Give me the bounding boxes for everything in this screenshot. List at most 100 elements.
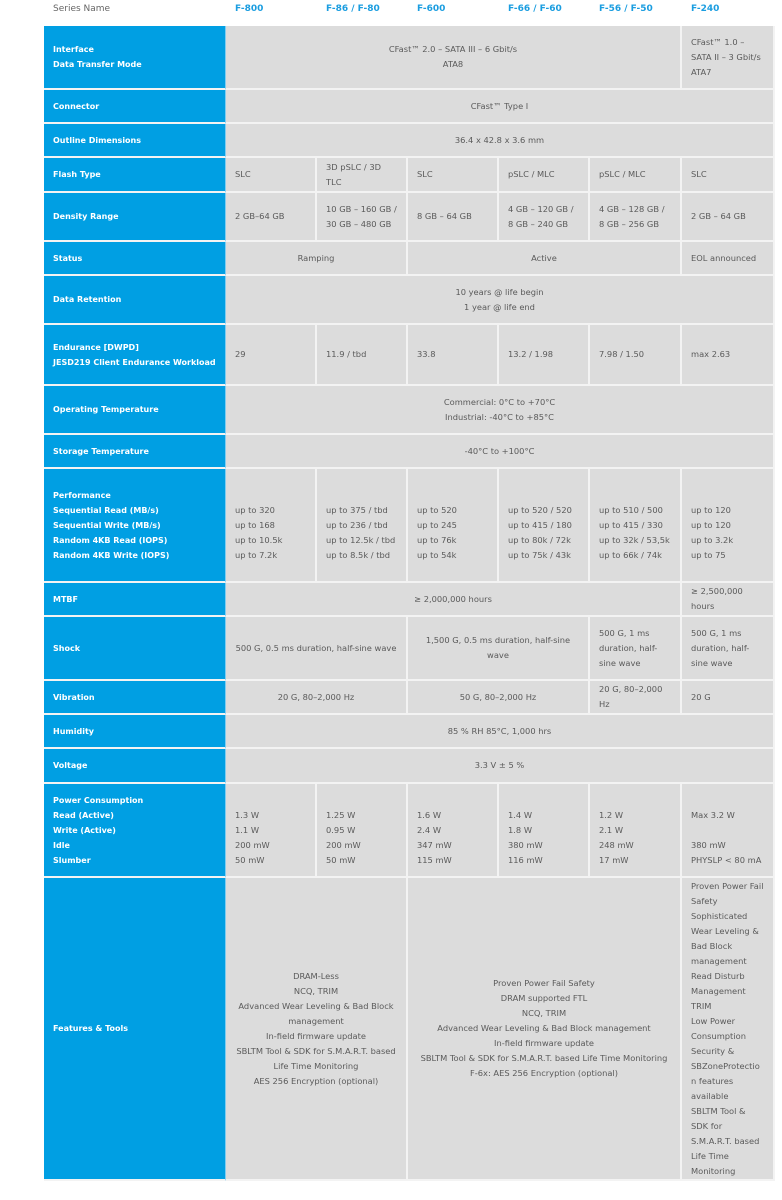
- cell-line: 2.4 W: [417, 824, 442, 835]
- spec-comparison-table: Series Name F-800 F-86 / F-80 F-600 F-66 / F…: [44, 0, 775, 1181]
- row-label-line: Shock: [53, 643, 81, 653]
- cell-line: 1.25 W: [326, 809, 356, 820]
- cell-line: 380 mW: [691, 839, 726, 850]
- row-label-line: Sequential Write (MB/s): [53, 520, 161, 530]
- cell-line: SLC: [691, 169, 707, 179]
- cell-line: 500 G, 1 ms duration, half-sine wave: [691, 627, 750, 668]
- cell-line: 30 GB – 480 GB: [326, 218, 392, 229]
- row-label-line: Data Retention: [53, 295, 122, 304]
- table-row: Outline Dimensions 36.4 x 42.8 x 3.6 mm: [44, 124, 775, 158]
- table-row: MTBF ≥ 2,000,000 hours ≥ 2,500,000 hours: [44, 583, 775, 617]
- cell-line: 17 mW: [599, 854, 629, 865]
- row-label-line: Outline Dimensions: [53, 135, 142, 145]
- cell-line: 1 year @ life end: [464, 301, 535, 312]
- cell-line: 500 G, 0.5 ms duration, half-sine wave: [235, 642, 397, 653]
- cell-line: pSLC / MLC: [508, 169, 555, 179]
- cell-line: up to 236 / tbd: [326, 519, 388, 530]
- table-row: Operating Temperature Commercial: 0°C to …: [44, 386, 775, 435]
- series-header: F-800: [226, 0, 317, 26]
- cell-line: [599, 793, 671, 808]
- row-label: Humidity: [44, 715, 226, 749]
- cell-line: up to 375 / tbd: [326, 504, 388, 515]
- table-row: Endurance [DWPD] JESD219 Client Endurance…: [44, 325, 775, 386]
- cell-line: Commercial: 0°C to +70°C: [443, 396, 556, 407]
- cell-line: 33.8: [417, 349, 436, 359]
- row-label-line: Read (Active): [53, 810, 114, 820]
- cell-line: 500 G, 1 ms duration, half-sine wave: [599, 627, 658, 668]
- cell-line: up to 3.2k: [691, 534, 734, 545]
- cell-line: [599, 488, 671, 503]
- row-label-line: MTBF: [53, 594, 78, 604]
- row-label-line: Vibration: [53, 692, 95, 702]
- cell-line: up to 168: [235, 519, 275, 530]
- cell-line: 1,500 G, 0.5 ms duration, half-sine wave: [425, 635, 571, 660]
- cell-line: 8 GB – 240 GB: [508, 218, 569, 229]
- table-row: Flash Type SLC 3D pSLC / 3D TLC SLC pSLC / M…: [44, 158, 775, 193]
- cell-line: [691, 488, 764, 503]
- table-cell: up to 520 / 520 up to 415 / 180 up to 80k …: [499, 469, 590, 583]
- row-label: Connector: [44, 90, 226, 124]
- cell-line: 2.1 W: [599, 824, 624, 835]
- cell-line: 1.8 W: [508, 824, 533, 835]
- cell-line: [417, 793, 488, 808]
- row-label: Performance Sequential Read (MB/s) Sequent…: [44, 469, 226, 583]
- cell-line: 3.3 V ± 5 %: [474, 760, 525, 770]
- cell-line: 50 mW: [235, 854, 265, 865]
- cell-line: CFast™ Type I: [470, 100, 529, 111]
- cell-line: up to 415 / 180: [508, 519, 572, 530]
- cell-line: 7.98 / 1.50: [599, 349, 645, 359]
- table-cell: Ramping: [226, 242, 408, 276]
- row-label: Voltage: [44, 749, 226, 784]
- table-cell: 1.6 W 2.4 W 347 mW 115 mW: [408, 784, 499, 878]
- table-row: Shock 500 G, 0.5 ms duration, half-sine w…: [44, 617, 775, 681]
- cell-line: NCQ, TRIM: [293, 985, 339, 996]
- cell-line: Advanced Wear Leveling & Bad Block manag…: [238, 1000, 394, 1026]
- row-label: MTBF: [44, 583, 226, 617]
- table-cell: 36.4 x 42.8 x 3.6 mm: [226, 124, 775, 158]
- cell-line: Proven Power Fail Safety: [493, 978, 595, 988]
- table-cell: up to 510 / 500 up to 415 / 330 up to 32k …: [590, 469, 682, 583]
- cell-line: Bad Block management: [691, 940, 747, 966]
- row-label-line: Random 4KB Write (IOPS): [53, 550, 170, 560]
- table-cell: 29: [226, 325, 317, 386]
- cell-line: Advanced Wear Leveling & Bad Block manag…: [437, 1023, 651, 1033]
- header-row: Series Name F-800 F-86 / F-80 F-600 F-66 / F…: [44, 0, 775, 26]
- cell-line: up to 120: [691, 519, 731, 530]
- row-label-line: JESD219 Client Endurance Workload: [53, 357, 216, 367]
- cell-line: [691, 823, 764, 838]
- cell-line: ≥ 2,500,000 hours: [691, 586, 743, 611]
- table-cell: 4 GB – 128 GB / 8 GB – 256 GB: [590, 193, 682, 242]
- cell-line: SBLTM Tool & SDK for S.M.A.R.T. based Li…: [236, 1045, 396, 1071]
- table-cell: Active: [408, 242, 682, 276]
- cell-line: SLC: [417, 169, 433, 179]
- cell-line: 0.95 W: [326, 824, 356, 835]
- row-label: Storage Temperature: [44, 435, 226, 469]
- cell-line: [235, 793, 306, 808]
- cell-line: CFast™ 2.0 – SATA III – 6 Gbit/s: [388, 44, 518, 54]
- cell-line: F-6x: AES 256 Encryption (optional): [470, 1068, 618, 1078]
- series-header: F-66 / F-60: [499, 0, 590, 26]
- cell-line: pSLC / MLC: [599, 169, 646, 179]
- cell-line: [508, 793, 579, 808]
- table-cell: 4 GB – 120 GB / 8 GB – 240 GB: [499, 193, 590, 242]
- cell-line: ≥ 2,000,000 hours: [414, 593, 492, 604]
- cell-line: 29: [235, 349, 246, 359]
- table-cell: DRAM-Less NCQ, TRIM Advanced Wear Leveling…: [226, 878, 408, 1181]
- table-cell: 85 % RH 85°C, 1,000 hrs: [226, 715, 775, 749]
- cell-line: CFast™ 1.0 –SATA II – 3 Gbit/s: [691, 36, 761, 62]
- cell-line: up to 520: [417, 504, 457, 515]
- cell-line: SBLTM Tool & SDK for S.M.A.R.T. based Li…: [691, 1105, 760, 1176]
- cell-line: up to 10.5k: [235, 534, 283, 545]
- cell-line: DRAM-Less: [293, 970, 339, 981]
- cell-line: Read Disturb Management: [691, 970, 746, 996]
- table-cell: pSLC / MLC: [499, 158, 590, 193]
- table-cell: 20 G: [682, 681, 775, 715]
- table-cell: CFast™ 1.0 –SATA II – 3 Gbit/s ATA7: [682, 26, 775, 90]
- table-cell: up to 520 up to 245 up to 76k up to 54k: [408, 469, 499, 583]
- row-label: Operating Temperature: [44, 386, 226, 435]
- cell-line: 50 G, 80–2,000 Hz: [459, 691, 537, 702]
- cell-line: 36.4 x 42.8 x 3.6 mm: [454, 134, 545, 145]
- cell-line: 347 mW: [417, 839, 452, 850]
- table-cell: SLC: [226, 158, 317, 193]
- cell-line: 20 G, 80–2,000 Hz: [599, 684, 663, 709]
